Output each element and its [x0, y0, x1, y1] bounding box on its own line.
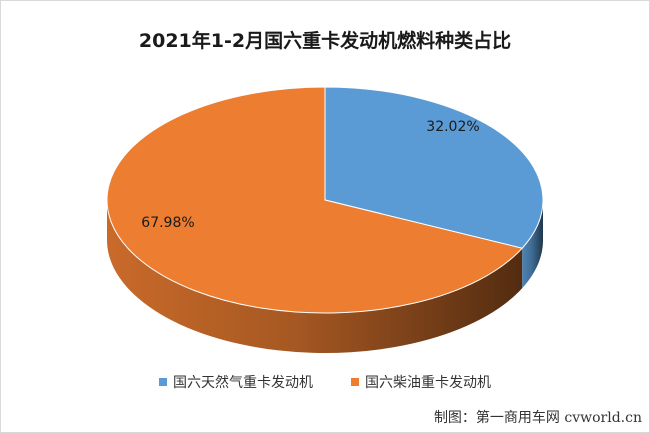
legend-swatch-natural-gas — [159, 378, 167, 386]
legend-swatch-diesel — [351, 378, 359, 386]
legend-label-natural-gas: 国六天然气重卡发动机 — [173, 375, 313, 391]
pie-side-0 — [522, 200, 543, 289]
credit-text: 制图：第一商用车网 cvworld.cn — [433, 410, 642, 426]
data-label-0: 32.02% — [426, 119, 479, 135]
chart-legend: 国六天然气重卡发动机 国六柴油重卡发动机 — [0, 372, 650, 392]
pie-side-1 — [107, 200, 523, 353]
legend-label-diesel: 国六柴油重卡发动机 — [365, 375, 491, 391]
data-label-1: 67.98% — [141, 215, 194, 231]
legend-item-natural-gas: 国六天然气重卡发动机 — [159, 372, 313, 392]
pie-slice-0 — [324, 86, 544, 249]
legend-item-diesel: 国六柴油重卡发动机 — [351, 372, 491, 392]
chart-title: 2021年1-2月国六重卡发动机燃料种类占比 — [138, 30, 512, 52]
pie-slice-1 — [106, 86, 524, 314]
